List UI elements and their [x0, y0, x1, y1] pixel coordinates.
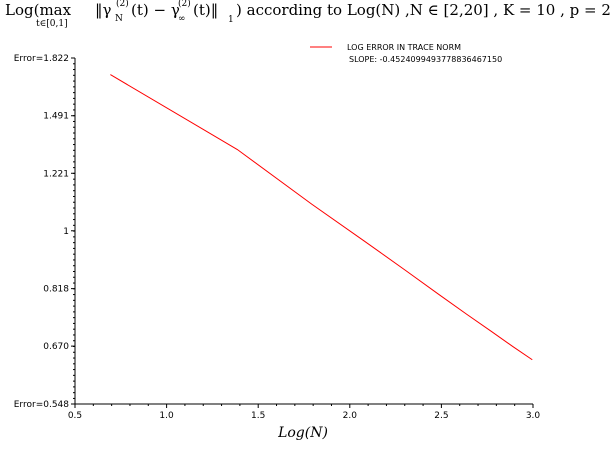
y-tick-label: 1.221 [43, 169, 69, 179]
title-gamma-n-sub: N [115, 14, 123, 24]
title-norm-expr: ‖γ [95, 1, 112, 19]
series-line-0 [110, 74, 533, 361]
x-tick-label: 3.0 [526, 411, 541, 421]
title-gamma-inf-sub: ∞ [178, 14, 186, 24]
y-tick-label: 1.491 [43, 112, 69, 122]
title-gamma-n-sup: (2) [116, 0, 129, 9]
x-ticks: 0.5 1.0 1.5 2.0 2.5 3.0 [68, 404, 541, 421]
title-log-max: Log(max [5, 1, 72, 19]
title-subscript: t∈[0,1] [36, 19, 68, 29]
x-tick-label: 0.5 [68, 411, 82, 421]
title-mid: (t) − γ [131, 1, 180, 19]
y-tick-label: Error=0.548 [14, 400, 70, 410]
legend: LOG ERROR IN TRACE NORM SLOPE: -0.452409… [310, 43, 502, 64]
y-tick-label: 0.670 [43, 342, 69, 352]
title-gamma-inf-sup: (2) [178, 0, 191, 9]
title-rest: ) according to Log(N) ,N ∈ [2,20] , K = … [236, 1, 610, 19]
legend-entry-series: LOG ERROR IN TRACE NORM [347, 43, 461, 52]
x-tick-label: 2.0 [343, 411, 358, 421]
x-tick-label: 2.5 [434, 411, 448, 421]
chart-title: Log(max t∈[0,1] ‖γ N (2) (t) − γ ∞ (2) (… [5, 0, 610, 29]
x-axis-label: Log(N) [277, 425, 328, 441]
legend-entry-slope: SLOPE: -0.45240994937788364671​50 [349, 55, 502, 64]
title-norm-sub: 1 [228, 15, 234, 25]
x-tick-label: 1.0 [159, 411, 174, 421]
series-group [110, 74, 533, 361]
x-tick-label: 1.5 [251, 411, 265, 421]
y-tick-label: Error=1.822 [14, 54, 69, 64]
title-end-expr: (t)‖ [193, 1, 218, 19]
y-ticks: Error=0.548 0.670 0.818 1 1.221 1.491 Error=1.… [14, 54, 75, 410]
y-tick-label: 0.818 [43, 285, 69, 295]
y-tick-label: 1 [63, 227, 69, 237]
